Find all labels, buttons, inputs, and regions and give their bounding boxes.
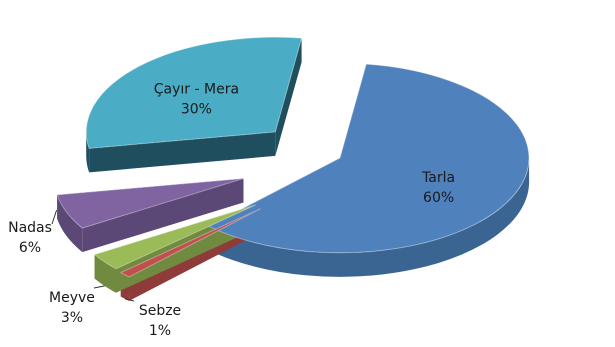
slice-label-nadas: Nadas (8, 220, 52, 236)
slice-value-meyve: 3% (61, 310, 83, 326)
slice-side-tarla-0 (208, 158, 530, 277)
slice-tarla (207, 63, 530, 254)
slice-nadas (56, 178, 244, 229)
slice-value-tarla: 60% (423, 190, 454, 206)
leader-line-meyve (93, 285, 105, 289)
slice-label-meyve: Meyve (49, 290, 95, 306)
leader-line-nadas (51, 209, 58, 225)
slice-side-meyve-0 (94, 254, 116, 293)
leader-lines-layer (51, 209, 135, 302)
slice-value-sebze: 1% (149, 323, 171, 339)
slice-label-tarla: Tarla (421, 170, 455, 186)
slice-side-ay-r-mera-0 (86, 131, 90, 173)
slice-sebze (119, 208, 261, 278)
slice-wall-ay-r-mera-0 (89, 131, 276, 173)
slice-tops-layer (56, 36, 530, 278)
slice-value-ay-r-mera: 30% (181, 102, 212, 118)
slice-side-nadas-0 (57, 194, 83, 253)
slice-meyve (93, 204, 256, 270)
slice-value-nadas: 6% (19, 240, 41, 256)
slice-labels-layer: Tarla 60% Sebze 1% Meyve 3% Nadas 6% Çayır - Mer… (8, 82, 455, 339)
leader-line-sebze (124, 298, 135, 302)
slice-wall-ay-r-mera-1 (275, 38, 302, 156)
slice-label-ay-r-mera: Çayır - Mera (154, 82, 239, 98)
slice-ay-r-mera (85, 36, 303, 149)
slice-label-sebze: Sebze (139, 303, 181, 319)
